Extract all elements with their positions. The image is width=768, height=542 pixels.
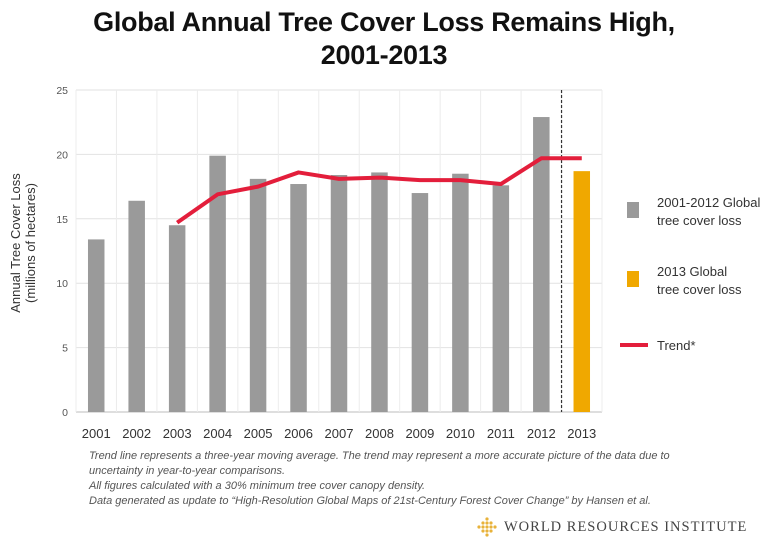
legend: 2001-2012 Global tree cover loss 2013 Glob… [620, 195, 760, 353]
x-tick-label: 2005 [244, 426, 273, 441]
chart-title-line-1: Global Annual Tree Cover Loss Remains Hi… [93, 7, 675, 37]
logo-dot [489, 525, 493, 529]
footnote-trend: Trend line represents a three-year movin… [89, 450, 670, 477]
y-tick-label: 15 [56, 214, 68, 226]
bars [87, 117, 591, 413]
bar-2009 [411, 193, 429, 412]
wri-logo-text: WORLD RESOURCES INSTITUTE [504, 518, 748, 535]
logo-dot [489, 529, 493, 533]
bar-2011 [492, 185, 510, 412]
x-tick-label: 2009 [405, 426, 434, 441]
x-tick-label: 2008 [365, 426, 394, 441]
chart-title: Global Annual Tree Cover Loss Remains Hi… [0, 6, 768, 72]
legend-label: tree cover loss [657, 282, 742, 297]
wri-logo: WORLD RESOURCES INSTITUTE [476, 516, 747, 538]
wri-logo-icon [477, 517, 497, 537]
logo-dot [489, 521, 493, 525]
x-tick-label: 2013 [567, 426, 596, 441]
x-tick-label: 2007 [325, 426, 354, 441]
bar-2012 [533, 117, 550, 412]
x-tick-label: 2012 [527, 426, 556, 441]
bar-2010 [452, 173, 469, 412]
x-tick-label: 2004 [203, 426, 232, 441]
y-tick-label: 0 [62, 407, 68, 419]
bar-2006 [290, 184, 307, 412]
bar-2001 [87, 239, 105, 412]
bar-2004 [209, 155, 226, 413]
legend-label: 2001-2012 Global [657, 195, 760, 210]
y-tick-label: 20 [56, 149, 68, 161]
x-tick-label: 2002 [122, 426, 151, 441]
logo-dot [485, 533, 489, 537]
y-tick-label: 5 [62, 343, 68, 355]
legend-label: tree cover loss [657, 213, 742, 228]
bar-2008 [371, 172, 388, 412]
y-tick-labels: 0 5 10 15 20 25 [56, 85, 68, 419]
x-tick-label: 2011 [487, 426, 515, 441]
x-tick-label: 2006 [284, 426, 313, 441]
x-tick-labels: 2001 2002 2003 2004 2005 2006 2007 2008 2009 2010… [82, 426, 596, 441]
footnote-density: All figures calculated with a 30% minimu… [89, 480, 426, 492]
x-tick-label: 2001 [82, 426, 111, 441]
footnotes: Trend line represents a three-year movin… [89, 449, 729, 509]
legend-swatch [627, 271, 639, 287]
y-axis-label-line: Annual Tree Cover Loss [8, 173, 23, 313]
logo-dot [481, 529, 485, 533]
bar-2013 [573, 171, 591, 412]
y-axis-label-line: (millions of hectares) [23, 183, 38, 303]
y-tick-label: 10 [56, 278, 68, 290]
logo-dot [485, 529, 489, 533]
y-axis-label: Annual Tree Cover Loss (millions of hecta… [8, 173, 38, 313]
logo-dot [481, 521, 485, 525]
y-tick-label: 25 [56, 85, 68, 97]
chart-title-line-2: 2001-2013 [320, 40, 448, 70]
logo-dot [493, 525, 497, 529]
x-tick-label: 2010 [446, 426, 475, 441]
logo-dot [485, 521, 489, 525]
legend-label: 2013 Global [657, 264, 727, 279]
footnote-source: Data generated as update to “High-Resolu… [89, 495, 651, 507]
bar-2005 [249, 178, 267, 412]
trend-line [176, 156, 582, 225]
logo-dot [485, 517, 489, 521]
trend-line-group [176, 156, 582, 225]
legend-label: Trend* [657, 338, 696, 353]
logo-dot [481, 525, 485, 529]
bar-2007 [330, 175, 348, 412]
bar-2003 [168, 225, 186, 412]
legend-swatch [627, 202, 639, 218]
x-tick-label: 2003 [163, 426, 192, 441]
logo-dot [477, 525, 481, 529]
logo-dot [485, 525, 489, 529]
bar-2002 [128, 200, 145, 412]
